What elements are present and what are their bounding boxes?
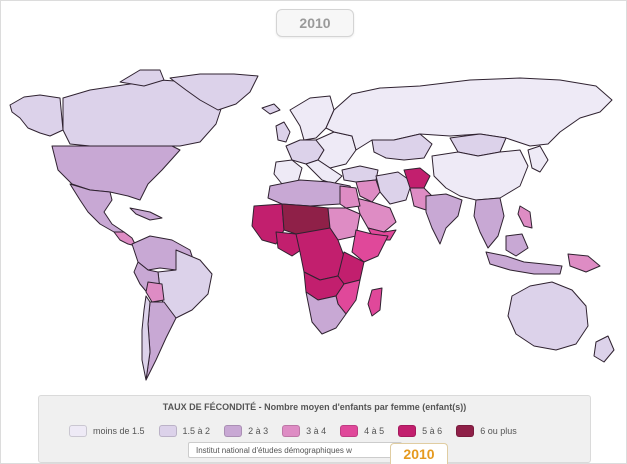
legend-swatch — [456, 425, 475, 437]
region-kazakhstan[interactable] — [371, 133, 433, 161]
region-uk-ireland[interactable] — [275, 121, 291, 143]
legend-item-4-a-5[interactable]: 4 à 5 — [340, 425, 384, 437]
region-australia[interactable] — [507, 281, 589, 351]
region-southern-cone[interactable] — [145, 301, 177, 381]
region-bolivia[interactable] — [145, 281, 165, 303]
legend-title: TAUX DE FÉCONDITÉ - Nombre moyen d'enfan… — [162, 402, 467, 412]
legend-swatch — [224, 425, 243, 437]
region-southern-africa[interactable] — [305, 291, 347, 335]
region-philippines[interactable] — [517, 205, 533, 229]
region-iceland[interactable] — [261, 103, 281, 115]
region-mexico[interactable] — [69, 183, 125, 233]
region-new-zealand[interactable] — [593, 335, 615, 363]
region-afghanistan[interactable] — [403, 167, 431, 189]
region-alaska[interactable] — [9, 94, 64, 137]
legend-label: 6 ou plus — [480, 426, 517, 436]
legend-item-2-a-3[interactable]: 2 à 3 — [224, 425, 268, 437]
region-usa[interactable] — [51, 145, 181, 201]
legend-swatch — [158, 425, 177, 437]
region-chile[interactable] — [141, 295, 151, 381]
region-indonesia[interactable] — [485, 251, 563, 275]
legend-label: moins de 1.5 — [93, 426, 145, 436]
region-borneo[interactable] — [505, 233, 529, 257]
region-caribbean[interactable] — [129, 207, 163, 221]
legend-label: 3 à 4 — [306, 426, 327, 436]
region-korea-japan[interactable] — [527, 145, 549, 173]
year-badge: 2010 — [276, 9, 354, 37]
legend-item-1-5-a-2[interactable]: 1.5 à 2 — [158, 425, 211, 437]
region-madagascar[interactable] — [367, 287, 383, 317]
legend-label: 2 à 3 — [248, 426, 269, 436]
region-horn-of-africa[interactable] — [351, 229, 389, 263]
legend-label: 1.5 à 2 — [182, 426, 211, 436]
year-tab[interactable]: 2010 — [390, 443, 448, 464]
region-russia[interactable] — [325, 77, 613, 151]
region-saudi-arabia[interactable] — [355, 197, 397, 233]
region-egypt[interactable] — [339, 185, 361, 209]
legend-items: moins de 1.5 1.5 à 2 2 à 3 3 à 4 4 à 5 5… — [69, 425, 531, 437]
legend-swatch — [340, 425, 359, 437]
legend-item-6-ou-plus[interactable]: 6 ou plus — [456, 425, 517, 437]
legend-swatch — [398, 425, 417, 437]
legend-label: 4 à 5 — [364, 426, 385, 436]
region-iraq-syria[interactable] — [355, 179, 381, 203]
legend-swatch — [69, 425, 87, 437]
source-credit[interactable]: Institut national d'études démographique… — [188, 442, 402, 458]
legend-item-3-a-4[interactable]: 3 à 4 — [282, 425, 326, 437]
region-italy-balkans[interactable] — [305, 159, 343, 185]
region-india[interactable] — [425, 193, 463, 245]
legend-item-moins-de-1-5[interactable]: moins de 1.5 — [69, 425, 145, 437]
legend-item-5-a-6[interactable]: 5 à 6 — [398, 425, 442, 437]
region-southeast-asia-mainland[interactable] — [473, 197, 505, 249]
region-turkey[interactable] — [341, 165, 379, 183]
region-scandinavia[interactable] — [289, 95, 335, 141]
region-papua[interactable] — [567, 253, 601, 273]
legend-label: 5 à 6 — [422, 426, 443, 436]
legend-swatch — [282, 425, 301, 437]
region-arctic-islands[interactable] — [119, 69, 165, 87]
region-china[interactable] — [431, 149, 529, 201]
region-greenland[interactable] — [169, 73, 259, 111]
